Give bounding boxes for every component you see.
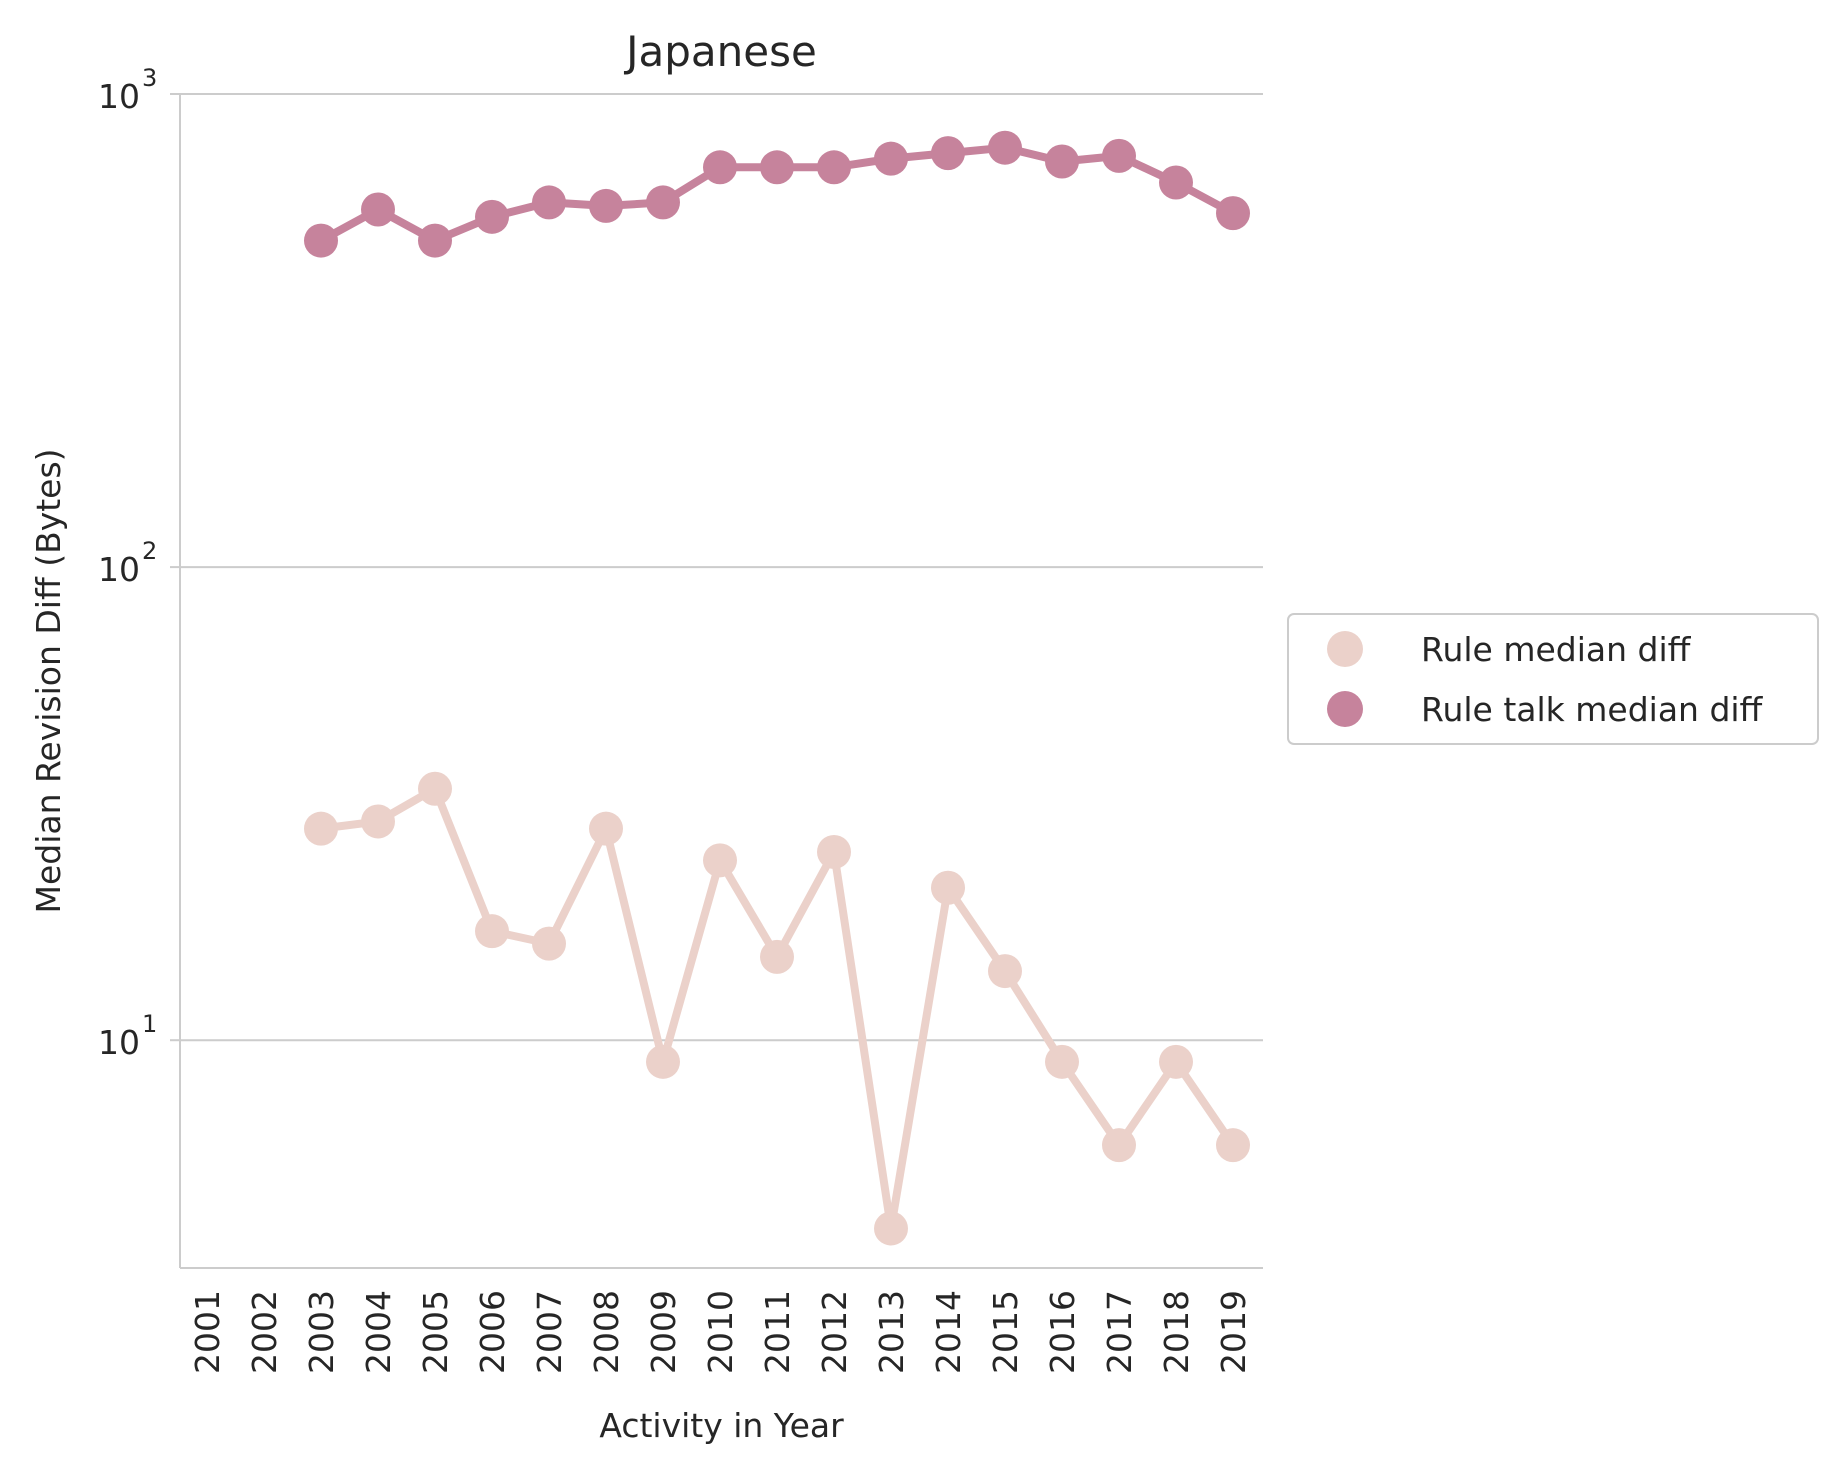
data-point-rule-median-diff-2011 [760,939,794,974]
x-axis-label: Activity in Year [599,1406,844,1445]
x-tick-label-2007: 2007 [530,1290,569,1374]
data-point-rule-median-diff-2015 [988,954,1022,989]
y-tick-exponent-100: 2 [142,537,157,565]
x-tick-label-2008: 2008 [587,1290,626,1374]
data-point-rule-talk-median-diff-2010 [703,150,737,185]
data-point-rule-median-diff-2005 [418,771,452,806]
x-tick-label-2019: 2019 [1214,1290,1253,1374]
data-point-rule-median-diff-2013 [874,1211,908,1246]
data-point-rule-median-diff-2006 [475,914,509,949]
x-tick-label-2006: 2006 [473,1290,512,1374]
data-point-rule-median-diff-2014 [931,870,965,905]
data-point-rule-median-diff-2003 [304,811,338,846]
x-tick-label-2001: 2001 [188,1290,227,1374]
legend-label-rule-talk-median-diff: Rule talk median diff [1421,690,1764,729]
grid-lines [180,93,1263,1042]
x-tick-label-2002: 2002 [245,1290,284,1374]
series-layer [304,130,1250,1246]
legend-label-rule-median-diff: Rule median diff [1421,630,1692,669]
data-point-rule-talk-median-diff-2016 [1045,144,1079,179]
data-point-rule-median-diff-2008 [589,811,623,846]
data-point-rule-median-diff-2019 [1216,1128,1250,1163]
data-point-rule-talk-median-diff-2009 [646,185,680,220]
x-tick-label-2016: 2016 [1043,1290,1082,1374]
data-point-rule-talk-median-diff-2005 [418,223,452,258]
x-tick-label-2003: 2003 [302,1290,341,1374]
x-tick-label-2011: 2011 [758,1290,797,1374]
data-point-rule-median-diff-2017 [1102,1128,1136,1163]
data-point-rule-median-diff-2004 [361,804,395,839]
legend-frame [1287,613,1819,745]
x-tick-label-2012: 2012 [815,1290,854,1374]
data-point-rule-talk-median-diff-2011 [760,150,794,185]
data-point-rule-talk-median-diff-2008 [589,188,623,223]
y-tick-label-100: 10 [98,550,140,589]
series-rule-median-diff [304,771,1250,1246]
x-tick-label-2005: 2005 [416,1290,455,1374]
data-point-rule-talk-median-diff-2004 [361,192,395,227]
x-axis-ticks: 2001 2002 2003 2004 2005 2006 2007 2008 2009 2010… [188,1290,1253,1374]
y-tick-label-1000: 10 [98,77,140,116]
x-tick-label-2004: 2004 [359,1290,398,1374]
data-point-rule-talk-median-diff-2014 [931,136,965,171]
y-tick-label-10: 10 [98,1023,140,1062]
x-tick-label-2010: 2010 [701,1290,740,1374]
legend: Rule median diff Rule talk median diff [1287,613,1819,745]
data-point-rule-talk-median-diff-2003 [304,223,338,258]
chart-title: Japanese [623,27,817,76]
data-point-rule-talk-median-diff-2015 [988,130,1022,165]
data-point-rule-talk-median-diff-2019 [1216,196,1250,231]
series-rule-talk-median-diff [304,130,1250,258]
data-point-rule-median-diff-2009 [646,1044,680,1079]
y-axis-label: Median Revision Diff (Bytes) [29,448,68,913]
legend-marker-rule-talk-median-diff [1327,691,1363,727]
data-point-rule-talk-median-diff-2018 [1159,165,1193,200]
x-tick-label-2015: 2015 [986,1290,1025,1374]
data-point-rule-talk-median-diff-2007 [532,185,566,220]
data-point-rule-talk-median-diff-2012 [817,150,851,185]
data-point-rule-talk-median-diff-2013 [874,141,908,176]
data-point-rule-median-diff-2010 [703,843,737,878]
data-point-rule-median-diff-2007 [532,926,566,961]
data-point-rule-median-diff-2012 [817,834,851,869]
x-tick-label-2014: 2014 [929,1290,968,1374]
legend-marker-rule-median-diff [1327,631,1363,667]
x-tick-label-2017: 2017 [1100,1290,1139,1374]
y-tick-exponent-10: 1 [142,1010,157,1038]
x-tick-label-2013: 2013 [872,1290,911,1374]
data-point-rule-talk-median-diff-2017 [1102,138,1136,173]
y-tick-exponent-1000: 3 [142,64,157,92]
series-line-rule-median-diff [317,784,1237,1233]
data-point-rule-median-diff-2018 [1159,1044,1193,1079]
data-point-rule-median-diff-2016 [1045,1044,1079,1079]
x-tick-label-2018: 2018 [1157,1290,1196,1374]
data-point-rule-talk-median-diff-2006 [475,199,509,234]
x-tick-label-2009: 2009 [644,1290,683,1374]
